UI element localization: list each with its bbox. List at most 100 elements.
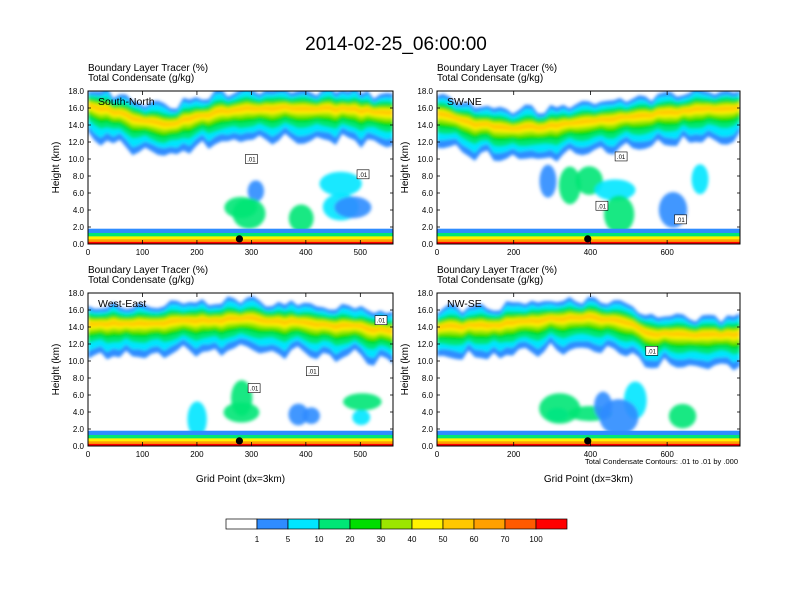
y-tick-label: 8.0 [73, 172, 85, 181]
contour-label-box-3 [674, 214, 687, 225]
tracer-band-7 [88, 103, 393, 127]
x-tick-label: 200 [507, 450, 521, 459]
colorbar-swatch-1 [225, 518, 258, 530]
contour-label-box-1 [614, 151, 628, 162]
y-tick-label: 12.0 [417, 138, 433, 147]
y-tick-label: 2.0 [422, 425, 434, 434]
y-tick-label: 18.0 [417, 87, 433, 96]
colorbar-label: 30 [377, 535, 386, 544]
panel-label: South-North [98, 96, 155, 108]
x-tick-label: 400 [299, 248, 313, 257]
contour-label-box-2 [306, 366, 319, 377]
y-tick-label: 16.0 [417, 306, 433, 315]
contour-label-1: .01 [648, 349, 657, 355]
tracer-patch [594, 179, 636, 201]
y-tick-label: 18.0 [68, 87, 84, 96]
y-tick-label: 10.0 [68, 357, 84, 366]
colorbar-label: 70 [501, 535, 510, 544]
y-tick-label: 6.0 [422, 189, 434, 198]
y-tick-label: 6.0 [73, 391, 85, 400]
y-tick-label: 18.0 [417, 289, 433, 298]
x-tick-label: 500 [354, 248, 368, 257]
y-tick-label: 12.0 [68, 340, 84, 349]
tracer-patch [352, 409, 371, 426]
colorbar-swatch-4 [318, 518, 351, 530]
tracer-patch [319, 171, 362, 196]
tracer-patch [232, 198, 266, 229]
contour-label-2: .01 [598, 204, 607, 210]
y-tick-label: 2.0 [73, 223, 85, 232]
panel-subtitle-condensate: Total Condensate (g/kg) [88, 73, 194, 84]
y-tick-label: 4.0 [73, 408, 85, 417]
panel-subtitle-tracer: Boundary Layer Tracer (%) [88, 265, 208, 276]
y-tick-label: 16.0 [68, 306, 84, 315]
x-tick-label: 100 [136, 450, 150, 459]
panel-subtitle-condensate: Total Condensate (g/kg) [88, 275, 194, 286]
plot-frame [87, 292, 394, 447]
contour-note: Total Condensate Contours: .01 to .01 by… [585, 457, 738, 466]
x-tick-label: 200 [507, 248, 521, 257]
location-marker [584, 235, 592, 243]
location-marker [235, 437, 244, 445]
x-tick-label: 400 [584, 450, 598, 459]
x-tick-label: 100 [136, 248, 150, 257]
x-tick-label: 600 [660, 450, 674, 459]
y-tick-label: 18.0 [68, 289, 84, 298]
boundary-layer-band-5 [88, 241, 393, 244]
contour-label-box-2 [595, 200, 609, 211]
tracer-patch [668, 403, 697, 429]
y-tick-label: 8.0 [422, 172, 434, 181]
plot-frame [436, 90, 741, 245]
tracer-patch [603, 195, 635, 234]
tracer-band-7 [437, 314, 740, 338]
y-tick-label: 10.0 [417, 357, 433, 366]
panel-subtitle-tracer: Boundary Layer Tracer (%) [88, 63, 208, 74]
contour-label-1: .01 [247, 158, 256, 164]
contour-label-1: .01 [377, 319, 386, 325]
colorbar: 1 5 10 20 30 40 50 60 70 100 [225, 518, 568, 544]
x-axis-label: Grid Point (dx=3km) [544, 474, 633, 485]
panel-3: .01 .01 .01 0.0 2.0 4.0 6.0 8.0 10.0 12.0 14.0 16.0… [51, 265, 394, 485]
panel-1: .01 .01 0.0 2.0 4.0 6.0 8.0 10.0 12.0 14.0 16.0 18.… [51, 63, 394, 257]
colorbar-label: 50 [439, 535, 448, 544]
tracer-patch [691, 164, 709, 195]
colorbar-label: 40 [408, 535, 417, 544]
x-tick-label: 400 [299, 450, 313, 459]
panel-label: NW-SE [447, 298, 482, 310]
location-marker [235, 235, 244, 243]
tracer-band-7 [88, 315, 393, 334]
y-axis-label: Height (km) [51, 344, 62, 396]
y-tick-label: 14.0 [68, 323, 84, 332]
tracer-patch [187, 401, 207, 438]
y-tick-label: 8.0 [422, 374, 434, 383]
contour-label-box-3 [247, 383, 261, 394]
x-tick-label: 0 [435, 450, 440, 459]
colorbar-swatch-5 [349, 518, 382, 530]
tracer-patch [539, 164, 557, 198]
tracer-field [437, 293, 740, 446]
y-tick-label: 14.0 [417, 121, 433, 130]
colorbar-swatch-7 [411, 518, 444, 530]
contour-label-1: .01 [617, 155, 626, 161]
tracer-band-5 [88, 312, 393, 341]
plot-frame [436, 292, 741, 447]
panel-2: .01 .01 .01 0.0 2.0 4.0 6.0 8.0 10.0 12.0 14.0 16.0… [400, 63, 741, 257]
panel-label: West-East [98, 298, 146, 310]
x-tick-label: 400 [584, 248, 598, 257]
x-tick-label: 300 [245, 450, 259, 459]
panel-subtitle-condensate: Total Condensate (g/kg) [437, 73, 543, 84]
y-tick-label: 10.0 [68, 155, 84, 164]
panel-subtitle-tracer: Boundary Layer Tracer (%) [437, 63, 557, 74]
contour-label-2: .01 [308, 370, 317, 376]
panel-subtitle-tracer: Boundary Layer Tracer (%) [437, 265, 557, 276]
contour-label-box-2 [356, 169, 370, 180]
y-tick-label: 6.0 [422, 391, 434, 400]
tracer-patch [288, 204, 314, 233]
y-tick-label: 6.0 [73, 189, 85, 198]
y-tick-label: 16.0 [417, 104, 433, 113]
colorbar-swatch-6 [380, 518, 413, 530]
tracer-patch [539, 393, 581, 424]
y-tick-label: 0.0 [73, 240, 85, 249]
x-tick-label: 300 [245, 248, 259, 257]
contour-label-3: .01 [250, 387, 259, 393]
